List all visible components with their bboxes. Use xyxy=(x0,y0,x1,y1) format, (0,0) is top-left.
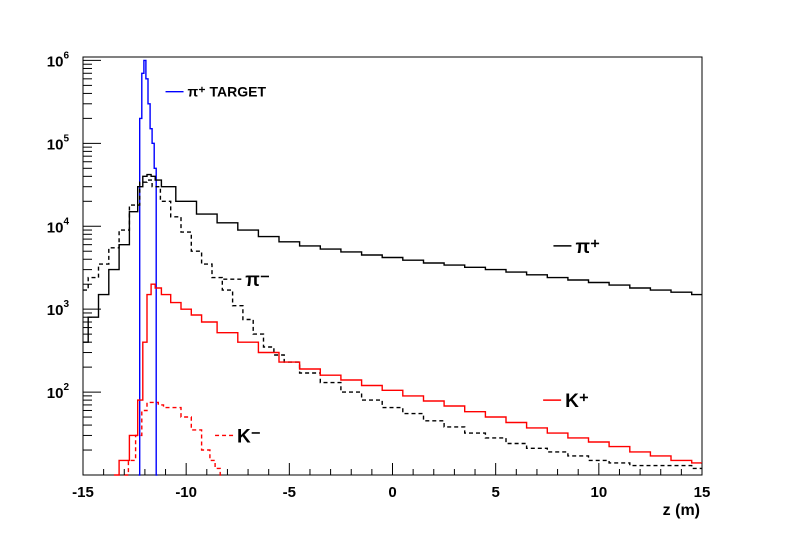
legend-label: π⁺ TARGET xyxy=(188,84,267,100)
x-tick-label: -10 xyxy=(175,484,197,501)
x-tick-label: 0 xyxy=(388,484,396,501)
x-tick-label: 5 xyxy=(491,484,499,501)
y-tick-base: 10 xyxy=(47,53,64,70)
series-line-4 xyxy=(124,401,224,476)
y-tick-label: 102 xyxy=(47,382,70,402)
y-tick-base: 10 xyxy=(47,219,64,236)
x-axis: -15 -10 -5 0 5 10 15 xyxy=(72,463,710,501)
legend: π⁺ TARGET π⁺ π⁻ K⁺ K⁻ xyxy=(165,84,600,447)
y-tick-base: 10 xyxy=(47,136,64,153)
legend-label: K⁻ xyxy=(237,426,261,447)
legend-label: K⁺ xyxy=(565,391,589,412)
y-tick-label: 104 xyxy=(47,216,70,236)
y-tick-base: 10 xyxy=(47,385,64,402)
legend-label: π⁻ xyxy=(245,270,270,291)
series-layer xyxy=(83,59,702,476)
y-tick-exponent: 4 xyxy=(63,216,69,227)
y-tick-label: 105 xyxy=(47,133,70,153)
series-line-0 xyxy=(138,59,158,476)
x-axis-title: z (m) xyxy=(663,502,700,519)
x-tick-label: 10 xyxy=(590,484,607,501)
y-tick-label: 106 xyxy=(47,50,70,70)
legend-label: π⁺ xyxy=(575,237,600,258)
series-line-1 xyxy=(83,173,702,343)
x-tick-label: -5 xyxy=(283,484,296,501)
series-line-3 xyxy=(114,283,702,476)
plot-frame xyxy=(82,56,703,476)
x-tick-label: 15 xyxy=(694,484,711,501)
y-tick-base: 10 xyxy=(47,302,64,319)
y-tick-label: 103 xyxy=(47,299,70,319)
y-tick-exponent: 3 xyxy=(63,299,69,310)
y-tick-exponent: 2 xyxy=(63,382,69,393)
y-tick-exponent: 5 xyxy=(63,133,69,144)
x-tick-label: -15 xyxy=(72,484,94,501)
y-tick-exponent: 6 xyxy=(63,50,69,61)
